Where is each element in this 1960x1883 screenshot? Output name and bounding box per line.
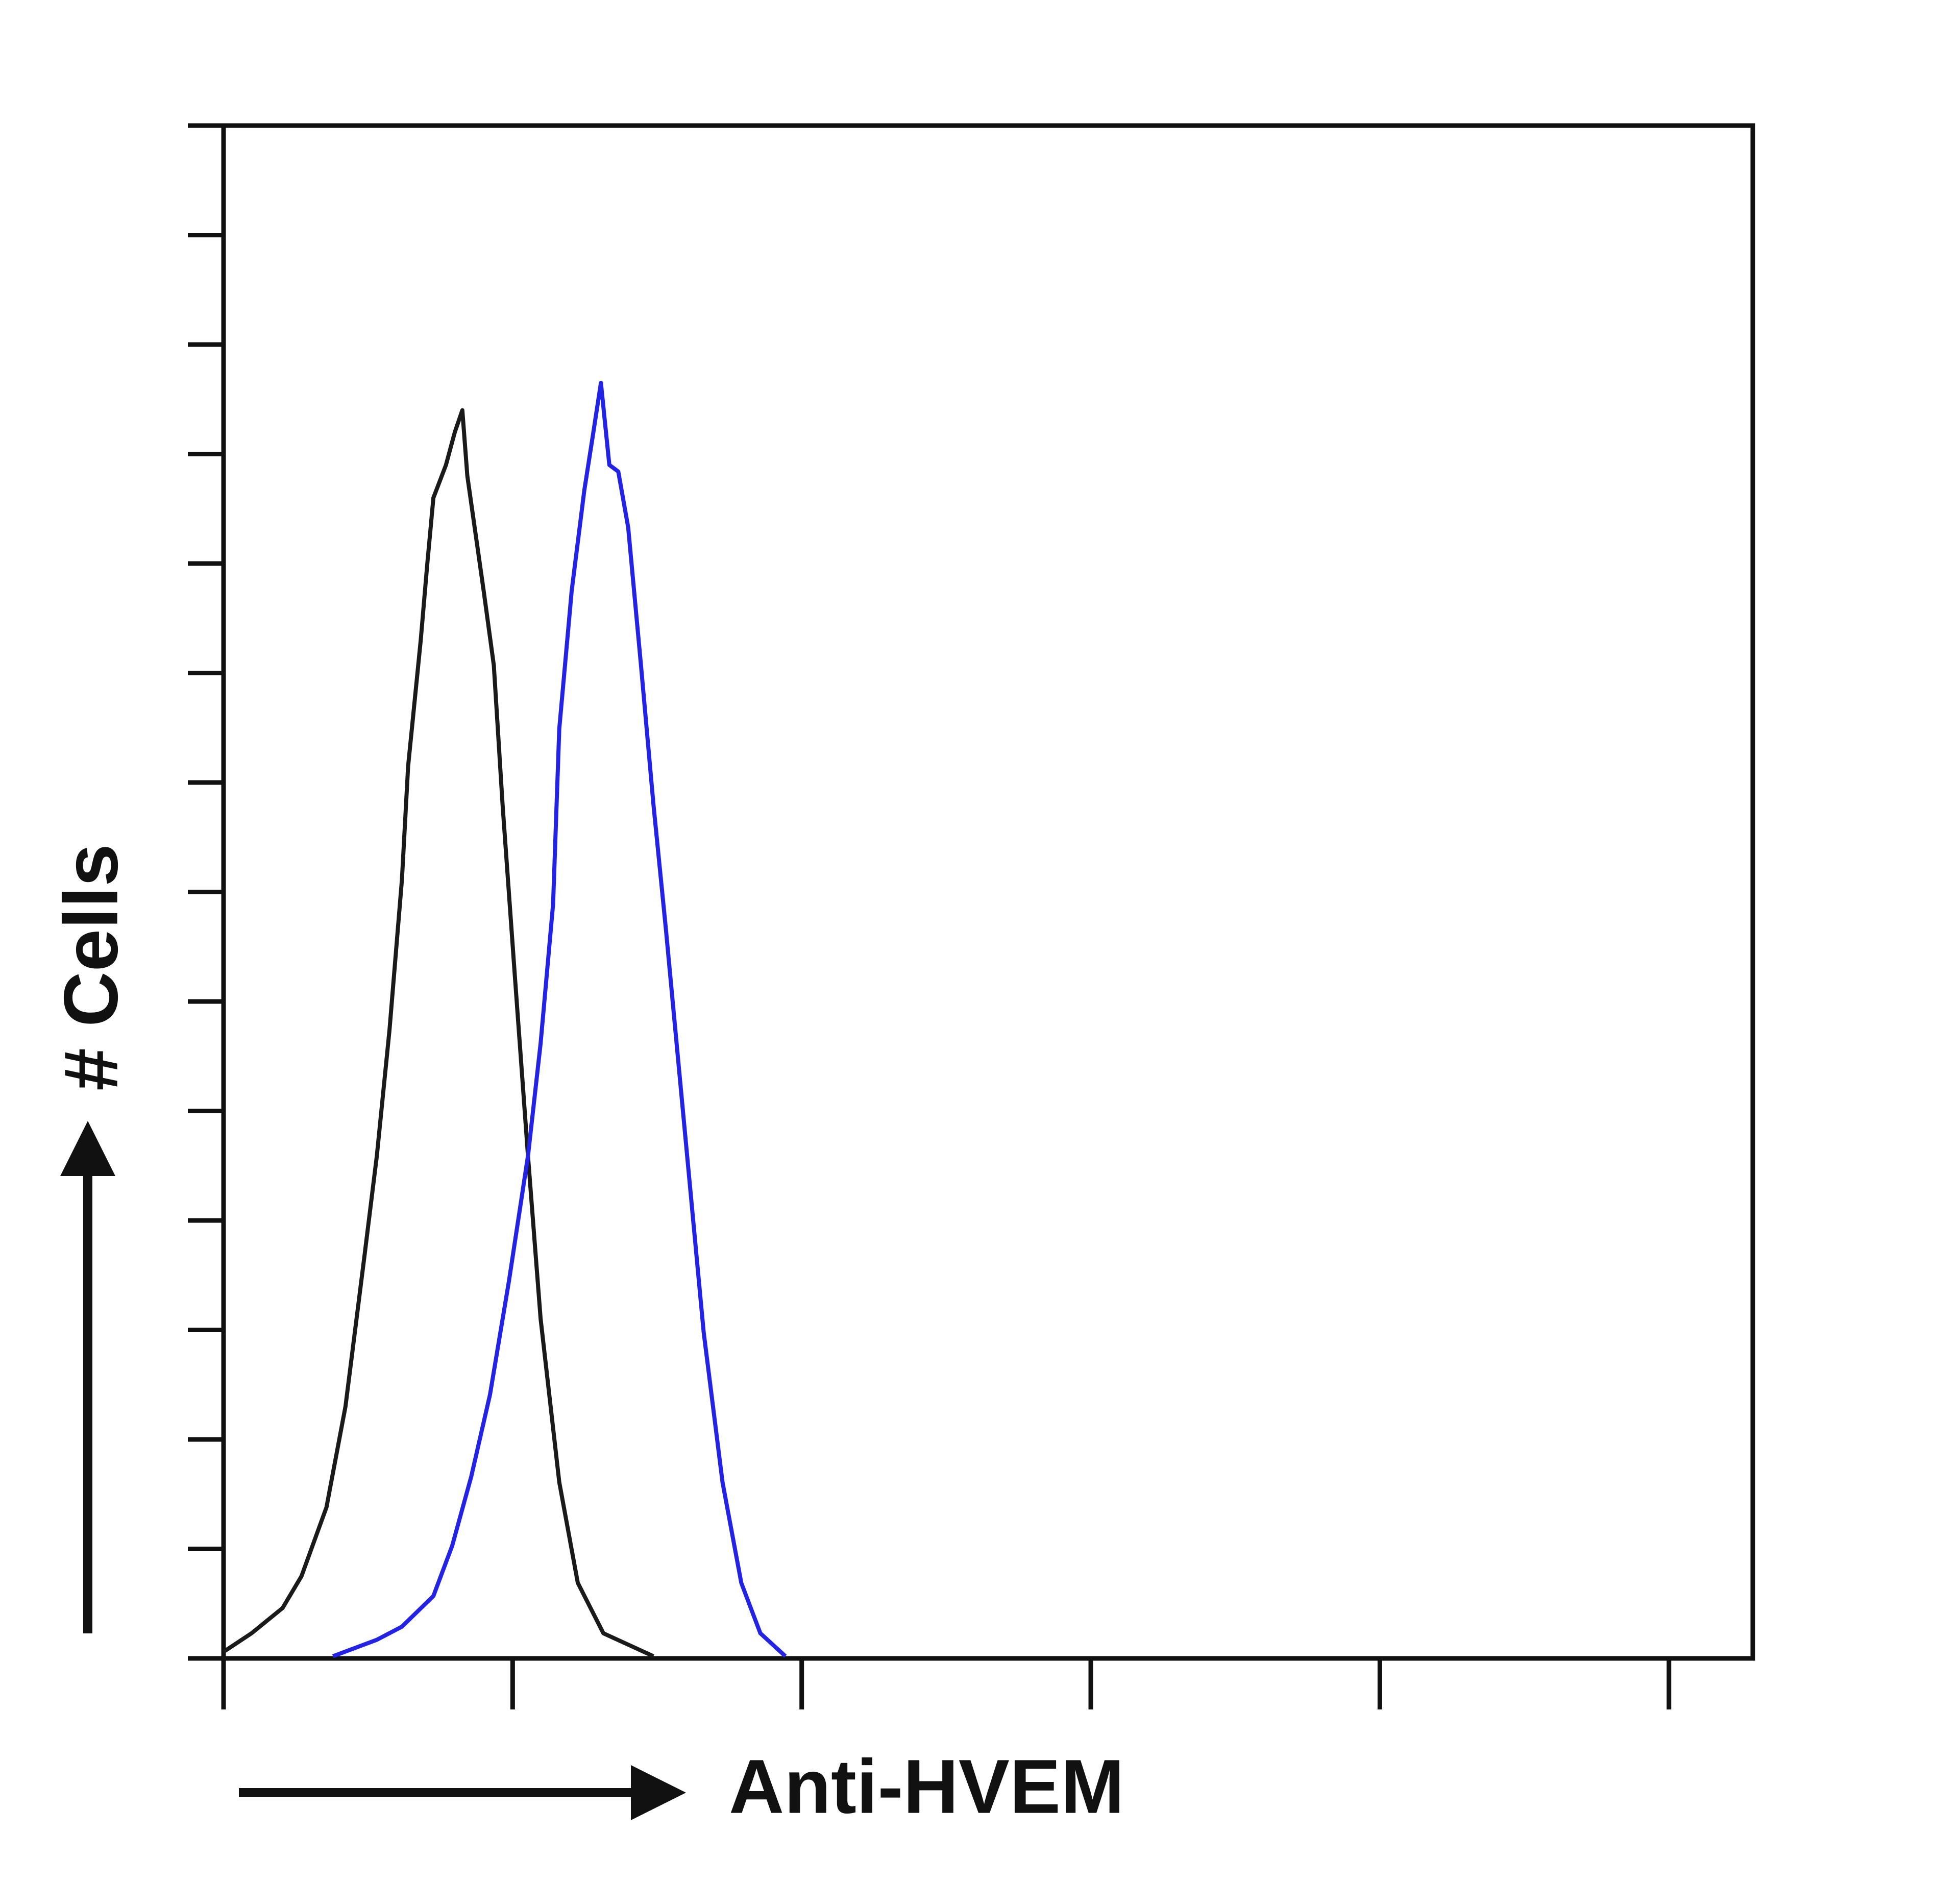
histogram-line <box>332 381 787 1658</box>
x-axis-label: Anti-HVEM <box>729 1744 1124 1829</box>
y-axis-label: # Cells <box>48 844 134 1091</box>
histogram-line <box>222 408 654 1658</box>
